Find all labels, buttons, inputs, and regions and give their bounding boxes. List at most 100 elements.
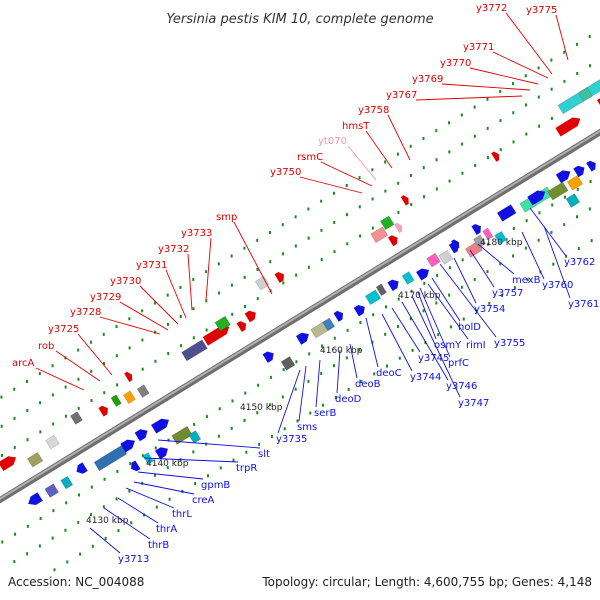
track-dot <box>0 395 3 399</box>
gene-feature <box>573 165 585 178</box>
track-dot <box>499 148 502 152</box>
track-dot <box>409 144 412 148</box>
track-dot <box>141 309 144 313</box>
track-dot <box>588 207 591 211</box>
gene-block <box>322 317 336 332</box>
gene-arrow-forward <box>262 351 274 363</box>
label-leader <box>320 161 373 187</box>
track-dot <box>116 469 119 473</box>
gene-label-y3767: y3767 <box>386 90 417 101</box>
label-leader <box>365 130 393 169</box>
track-dot <box>296 419 299 423</box>
track-dot <box>218 291 221 295</box>
label-leader <box>417 291 437 340</box>
gene-feature <box>491 151 500 162</box>
gene-feature <box>244 310 256 323</box>
track-dot <box>192 278 195 282</box>
track-dot <box>512 111 515 115</box>
track-dot <box>550 230 553 234</box>
track-dot <box>130 521 133 525</box>
gene-feature <box>120 439 135 453</box>
gene-label-y3770: y3770 <box>440 58 471 69</box>
label-leader <box>439 263 497 338</box>
gene-block <box>426 252 441 268</box>
track-dot <box>39 516 42 520</box>
track-dot <box>64 385 67 389</box>
gene-label-trpR: trpR <box>236 463 257 474</box>
track-dot <box>346 328 349 332</box>
gene-block <box>60 475 74 490</box>
track-dot <box>563 195 566 199</box>
track-dot <box>589 179 592 183</box>
track-dot <box>115 325 118 329</box>
gene-arrow-forward <box>471 224 481 235</box>
label-leader <box>205 237 212 301</box>
track-dot <box>78 493 81 497</box>
gene-feature <box>353 304 365 317</box>
track-dot <box>512 226 515 230</box>
track-dot <box>486 126 489 130</box>
label-leader <box>117 497 159 524</box>
track-dot <box>154 446 157 450</box>
track-dot <box>397 181 400 185</box>
track-dot <box>104 536 107 540</box>
label-leader <box>165 269 187 319</box>
gene-arrow-forward <box>155 447 168 460</box>
track-dot <box>79 552 82 556</box>
scale-label: 4140 kbp <box>146 459 189 469</box>
track-dot <box>256 297 259 301</box>
gene-label-y3762: y3762 <box>564 257 595 268</box>
gene-label-y3744: y3744 <box>410 372 441 383</box>
track-dot <box>243 275 246 279</box>
track-dot <box>244 391 247 395</box>
track-dot <box>589 64 592 68</box>
gene-arrow-forward <box>451 239 460 250</box>
gene-label-deoD: deoD <box>335 394 362 405</box>
gene-label-osmY: osmY <box>434 340 462 351</box>
gene-feature <box>70 411 83 425</box>
label-leader <box>492 51 549 79</box>
gene-label-serB: serB <box>314 408 336 419</box>
gene-label-y3754: y3754 <box>474 304 505 315</box>
track-dot <box>103 391 106 395</box>
label-leader <box>431 277 461 322</box>
label-leader <box>103 507 151 540</box>
gene-arrow-forward <box>400 195 409 206</box>
track-dot <box>422 166 425 170</box>
track-dot <box>230 426 233 430</box>
gene-label-thrA: thrA <box>156 524 177 535</box>
track-dot <box>26 524 29 528</box>
gene-block <box>27 451 44 468</box>
gene-feature <box>27 451 44 468</box>
gene-block <box>171 426 193 445</box>
map-title: Yersinia pestis KIM 10, complete genome <box>166 12 433 27</box>
gene-arrow-forward <box>134 429 148 442</box>
gene-arrow-forward <box>120 439 135 453</box>
gene-block <box>565 193 581 208</box>
track-dot <box>563 50 566 54</box>
gene-feature <box>387 279 399 292</box>
gene-block <box>70 411 83 425</box>
label-leader <box>119 301 169 331</box>
track-dot <box>192 307 195 311</box>
gene-feature <box>44 483 59 498</box>
gene-feature <box>547 181 569 201</box>
track-dot <box>436 274 439 278</box>
gene-feature <box>364 289 382 305</box>
scale-label: 4130 kbp <box>86 516 129 526</box>
label-leader <box>441 83 531 91</box>
gene-arrow-forward <box>98 405 108 417</box>
track-dot <box>307 265 310 269</box>
genome-backbone <box>0 128 600 504</box>
label-leader <box>347 145 377 181</box>
label-leader <box>415 95 523 101</box>
gene-block <box>401 271 415 285</box>
track-dot <box>448 121 451 125</box>
track-dot <box>360 380 363 384</box>
track-dot <box>205 270 208 274</box>
label-leader <box>187 253 193 311</box>
track-dot <box>256 238 259 242</box>
gene-feature <box>555 170 571 184</box>
track-dot <box>39 430 42 434</box>
track-dot <box>39 401 42 405</box>
